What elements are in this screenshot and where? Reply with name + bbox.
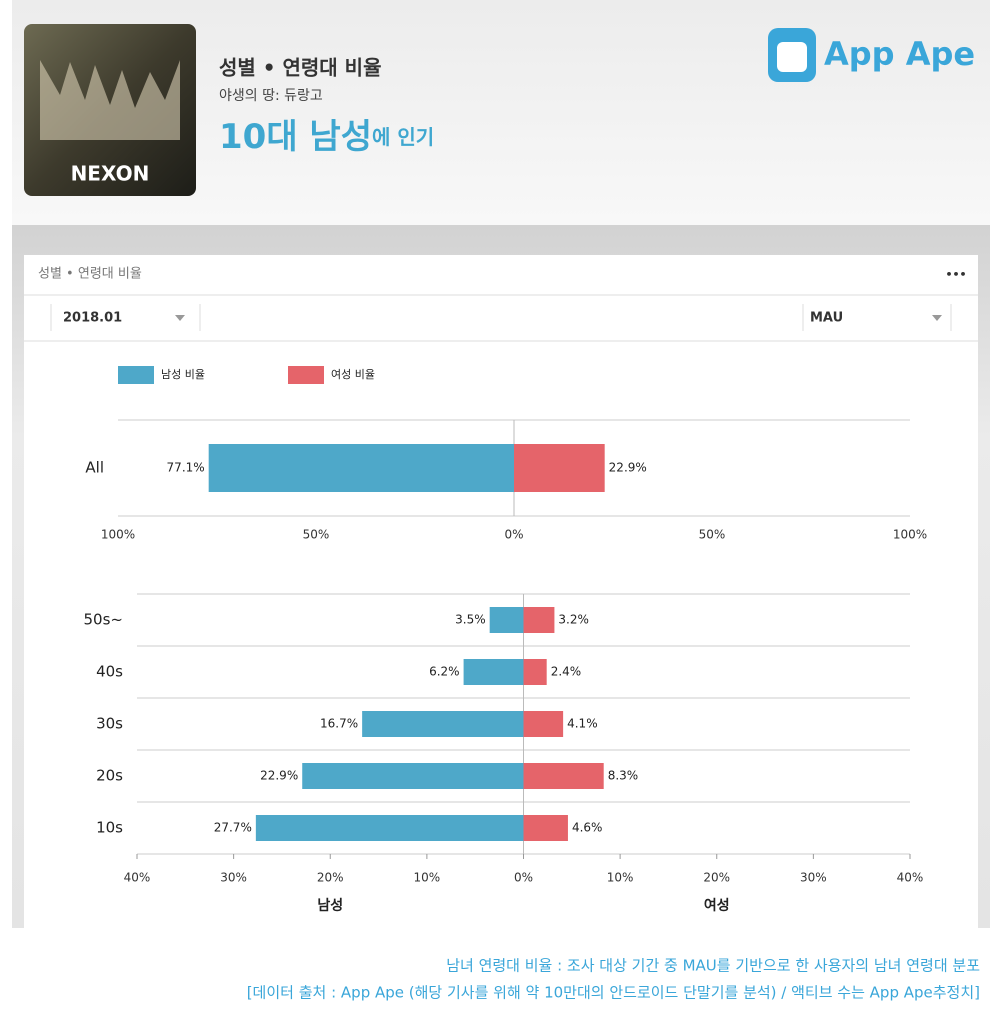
category-label: 20s — [96, 767, 123, 785]
legend-label: 여성 비율 — [331, 368, 375, 381]
bar — [523, 711, 564, 737]
x-tick-label: 0% — [504, 528, 523, 542]
x-tick-label: 50% — [699, 528, 726, 542]
dropdown-arrow — [932, 315, 942, 321]
headline-strong: 10대 남성 — [219, 117, 372, 157]
bar — [523, 659, 547, 685]
bar — [255, 815, 524, 841]
bar — [208, 444, 514, 492]
x-tick-label: 10% — [607, 871, 634, 885]
category-label: 40s — [96, 663, 123, 681]
value-label: 6.2% — [429, 665, 460, 679]
bar — [302, 763, 524, 789]
x-tick-label: 20% — [317, 871, 344, 885]
x-tick-label: 30% — [800, 871, 827, 885]
bar — [523, 763, 604, 789]
footer-note: 남녀 연령대 비율 : 조사 대상 기간 중 MAU를 기반으로 한 사용자의 … — [446, 957, 980, 975]
bar — [514, 444, 605, 492]
x-tick-label: 30% — [220, 871, 247, 885]
value-label: 22.9% — [260, 769, 298, 783]
value-label: 3.2% — [558, 613, 589, 627]
x-tick-label: 50% — [303, 528, 330, 542]
x-tick-label: 100% — [893, 528, 927, 542]
legend-swatch — [118, 366, 154, 384]
metric-dropdown[interactable]: MAU — [810, 311, 843, 326]
category-label: 50s~ — [84, 611, 123, 629]
value-label: 27.7% — [214, 821, 252, 835]
bar — [463, 659, 524, 685]
value-label: 2.4% — [551, 665, 582, 679]
bar — [362, 711, 524, 737]
value-label: 4.1% — [567, 717, 598, 731]
legend-swatch — [288, 366, 324, 384]
panel-menu[interactable]: ••• — [945, 268, 966, 281]
logo-text: App Ape — [824, 35, 975, 73]
x-tick-label: 100% — [101, 528, 135, 542]
logo-face — [777, 42, 807, 72]
legend-label: 남성 비율 — [161, 368, 205, 381]
x-tick-label: 10% — [414, 871, 441, 885]
value-label: 16.7% — [320, 717, 358, 731]
period-dropdown[interactable]: 2018.01 — [63, 311, 122, 326]
axis-label: 남성 — [317, 897, 343, 914]
axis-label: 여성 — [704, 897, 730, 914]
value-label: 22.9% — [609, 461, 647, 475]
x-tick-label: 0% — [514, 871, 533, 885]
bar — [489, 607, 524, 633]
x-tick-label: 40% — [124, 871, 151, 885]
value-label: 3.5% — [455, 613, 486, 627]
x-tick-label: 20% — [703, 871, 730, 885]
footer-source: [데이터 출처 : App Ape (해당 기사를 위해 약 10만대의 안드로… — [247, 984, 980, 1002]
category-label: 30s — [96, 715, 123, 733]
dropdown-arrow — [175, 315, 185, 321]
icon-art — [40, 60, 180, 140]
header-title: 성별 • 연령대 비율 — [219, 56, 381, 80]
app-name: 야생의 땅: 듀랑고 — [219, 88, 323, 104]
x-tick-label: 40% — [897, 871, 924, 885]
value-label: 4.6% — [572, 821, 603, 835]
category-label: 10s — [96, 819, 123, 837]
panel-title: 성별 • 연령대 비율 — [38, 267, 142, 282]
headline-rest: 에 인기 — [372, 125, 434, 149]
value-label: 8.3% — [608, 769, 639, 783]
app-icon-text: NEXON — [71, 162, 150, 186]
bar — [523, 815, 568, 841]
category-label: All — [85, 459, 104, 477]
value-label: 77.1% — [167, 461, 205, 475]
headline: 10대 남성에 인기 — [219, 117, 434, 157]
bar — [523, 607, 555, 633]
